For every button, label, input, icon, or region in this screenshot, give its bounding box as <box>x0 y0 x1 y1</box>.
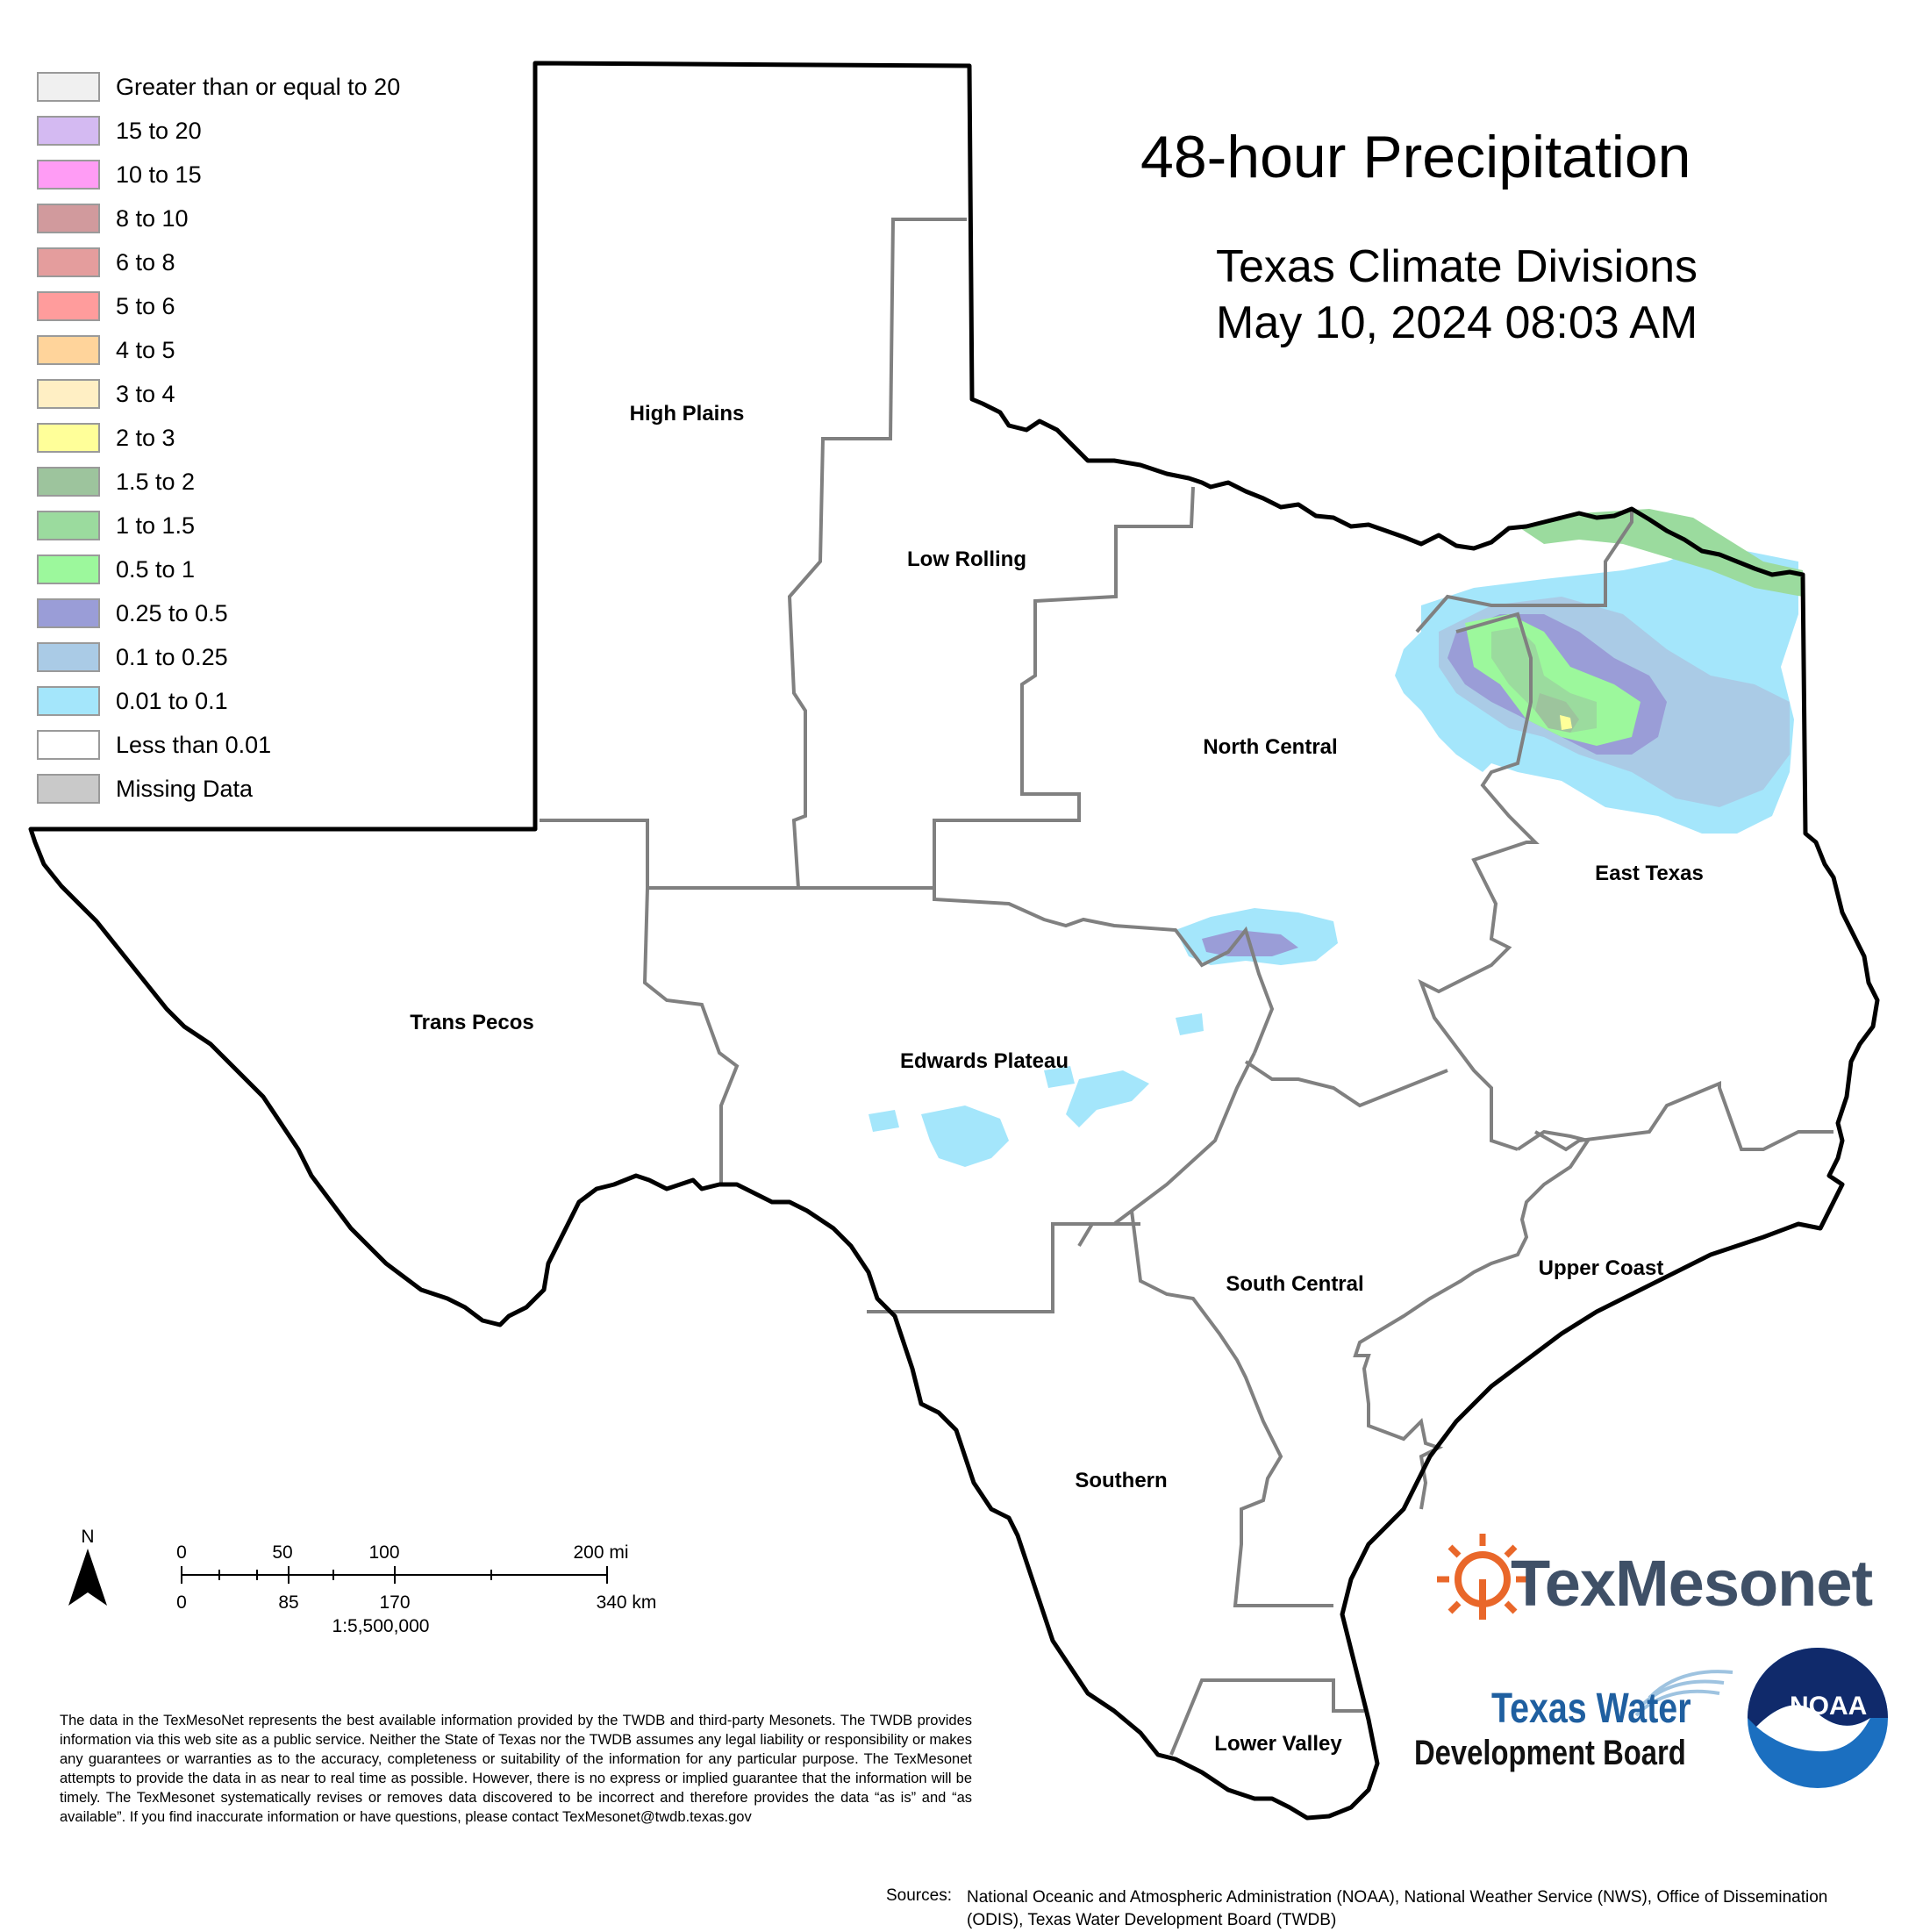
boundary-lower-valley <box>1169 1678 1364 1756</box>
boundary-low-rolling-north-central <box>798 886 1275 1054</box>
legend-label: Greater than or equal to 20 <box>116 74 401 100</box>
division-label-high-plains: High Plains <box>629 402 745 426</box>
legend-label: 6 to 8 <box>116 249 175 275</box>
legend-label: 5 to 6 <box>116 293 175 319</box>
disclaimer-text: The data in the TexMesoNet represents th… <box>60 1713 972 1825</box>
north-arrow-icon <box>68 1549 107 1606</box>
subtitle-line-1: Texas Climate Divisions <box>1216 241 1698 292</box>
precip-edwards-3 <box>1044 1066 1075 1088</box>
noaa-logo-icon <box>1748 1648 1888 1788</box>
legend-swatch <box>37 116 100 146</box>
precip-edwards-2 <box>1066 1070 1149 1127</box>
division-label-north-central: North Central <box>1203 735 1338 759</box>
legend-label: 0.25 to 0.5 <box>116 600 228 626</box>
legend-label: 3 to 4 <box>116 381 175 407</box>
scale-km-85: 85 <box>278 1592 299 1613</box>
division-label-southern: Southern <box>1075 1469 1168 1492</box>
legend-swatch <box>37 598 100 628</box>
boundary-north-central-east-texas <box>1415 509 1633 633</box>
twdb-wave-icon <box>1634 1670 1733 1717</box>
legend-swatch <box>37 72 100 102</box>
legend-swatch <box>37 160 100 190</box>
legend-swatch <box>37 511 100 540</box>
boundary-trans-pecos <box>540 819 740 1184</box>
legend-label: 0.1 to 0.25 <box>116 644 228 670</box>
legend-label: 8 to 10 <box>116 205 189 232</box>
sources-text: National Oceanic and Atmospheric Adminis… <box>967 1888 1828 1929</box>
boundary-east-texas-upper-coast <box>1534 1081 1834 1152</box>
precip-edwards-4 <box>868 1110 899 1132</box>
division-boundaries <box>540 218 1834 1756</box>
texas-outline <box>28 61 1880 1821</box>
legend-swatch <box>37 291 100 321</box>
legend-swatch <box>37 379 100 409</box>
legend-label: Less than 0.01 <box>116 732 272 758</box>
division-label-south-central: South Central <box>1226 1272 1364 1296</box>
legend-swatch <box>37 247 100 277</box>
division-label-trans-pecos: Trans Pecos <box>410 1011 534 1034</box>
legend-swatch <box>37 555 100 584</box>
sources-label: Sources: <box>886 1886 952 1905</box>
division-label-edwards-plateau: Edwards Plateau <box>899 1049 1069 1073</box>
boundary-north-central-east-texas-2 <box>1418 612 1540 1151</box>
scale-ratio: 1:5,500,000 <box>332 1616 430 1636</box>
scale-mi-100: 100 <box>368 1542 400 1563</box>
texmesonet-logo: TexMesonet <box>1511 1547 1873 1620</box>
legend-label: 2 to 3 <box>116 425 175 451</box>
boundary-upper-coast-west <box>1353 1129 1591 1510</box>
legend-label: 0.5 to 1 <box>116 556 196 583</box>
scale-km-340: 340 km <box>596 1592 657 1613</box>
scale-km-170: 170 <box>379 1592 411 1613</box>
subtitle-date: May 10, 2024 08:03 AM <box>1216 297 1698 348</box>
texmesonet-sun-icon <box>1437 1534 1528 1620</box>
boundary-north-central-south-central <box>1244 1060 1448 1108</box>
legend-label: Missing Data <box>116 776 254 802</box>
boundary-edwards-southern <box>867 1222 1140 1313</box>
division-label-upper-coast: Upper Coast <box>1538 1256 1664 1280</box>
scale-mi-50: 50 <box>272 1542 293 1563</box>
legend-swatch <box>37 730 100 760</box>
legend-label: 15 to 20 <box>116 118 202 144</box>
boundary-high-plains-low-rolling <box>647 218 967 890</box>
precip-redriver-band <box>1518 509 1803 597</box>
boundary-low-rolling-east <box>933 486 1195 899</box>
division-label-low-rolling: Low Rolling <box>907 547 1026 571</box>
legend-swatch <box>37 335 100 365</box>
twdb-logo-line2: Development Board <box>1414 1734 1686 1772</box>
legend-swatch <box>37 467 100 497</box>
noaa-logo-text: NOAA <box>1790 1692 1868 1721</box>
scale-mi-0: 0 <box>176 1542 187 1563</box>
precip-edwards-5 <box>1176 1013 1204 1035</box>
precip-northeast-2 <box>1560 715 1572 730</box>
map-subtitle: Texas Climate Divisions May 10, 2024 08:… <box>1216 239 1698 351</box>
legend-label: 1 to 1.5 <box>116 512 196 539</box>
legend-swatch <box>37 774 100 804</box>
precip-northeast-1 <box>1491 627 1597 733</box>
legend-swatch <box>37 423 100 453</box>
scale-bar <box>181 1566 608 1584</box>
legend-label: 10 to 15 <box>116 161 202 188</box>
legend-swatch <box>37 642 100 672</box>
legend-swatch <box>37 686 100 716</box>
boundary-south-central-southern <box>1130 1210 1333 1607</box>
precip-edwards-1 <box>921 1106 1009 1167</box>
legend-label: 1.5 to 2 <box>116 469 196 495</box>
division-label-east-texas: East Texas <box>1595 862 1704 885</box>
scale-km-0: 0 <box>176 1592 187 1613</box>
legend-label: 0.01 to 0.1 <box>116 688 228 714</box>
legend-swatch <box>37 204 100 233</box>
division-label-lower-valley: Lower Valley <box>1214 1732 1342 1756</box>
twdb-logo-line1: Texas Water <box>1491 1685 1691 1732</box>
legend-label: 4 to 5 <box>116 337 175 363</box>
scale-mi-200: 200 mi <box>573 1542 629 1563</box>
north-label: N <box>81 1527 95 1547</box>
map-title: 48-hour Precipitation <box>1140 124 1691 190</box>
